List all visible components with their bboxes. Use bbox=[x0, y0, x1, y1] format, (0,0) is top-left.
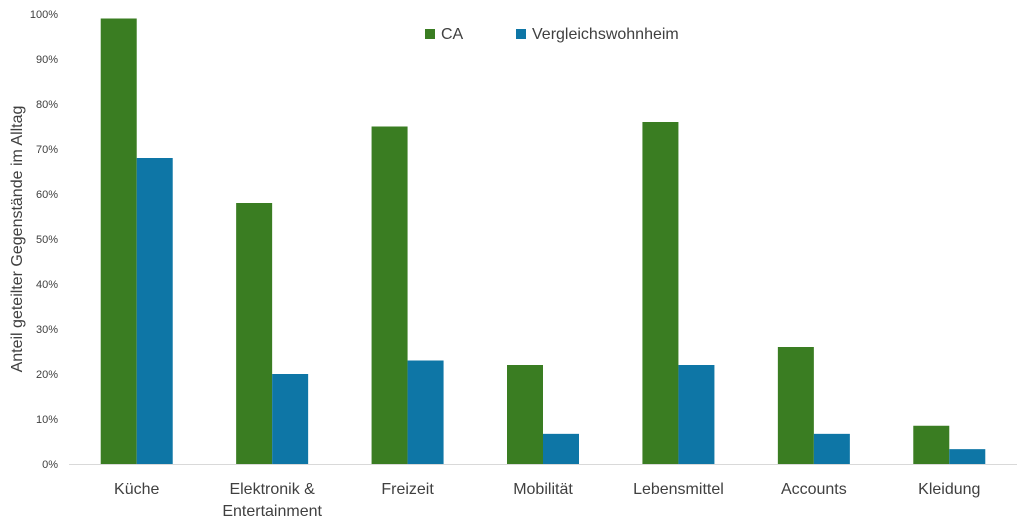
bar-ca-5 bbox=[777, 347, 814, 464]
y-ticks: 0% 10% 20% 30% 40% 50% 60% 70% 80% 90% 100% bbox=[30, 9, 58, 471]
y-tick-label: 80% bbox=[36, 99, 58, 111]
bar-vergleichswohnheim-1 bbox=[272, 374, 309, 464]
x-labels: Küche Elektronik & Entertainment Freizeit Mo… bbox=[114, 481, 980, 520]
bar-ca-6 bbox=[913, 425, 950, 464]
y-tick-label: 100% bbox=[30, 9, 58, 21]
x-category-label-line: Lebensmittel bbox=[633, 481, 724, 498]
x-category-label: Accounts bbox=[781, 481, 847, 498]
y-axis-title: Anteil geteilter Gegenstände im Alltag bbox=[9, 106, 26, 373]
x-category-label-line: Mobilität bbox=[513, 481, 573, 498]
x-category-label-line: Küche bbox=[114, 481, 159, 498]
x-category-label: Mobilität bbox=[513, 481, 573, 498]
bar-ca-4 bbox=[642, 122, 679, 464]
bar-vergleichswohnheim-5 bbox=[813, 433, 850, 464]
x-category-label-line: Kleidung bbox=[918, 481, 980, 498]
y-tick-label: 40% bbox=[36, 279, 58, 291]
bar-ca-1 bbox=[236, 203, 273, 464]
x-category-label: Freizeit bbox=[381, 481, 434, 498]
y-tick-label: 20% bbox=[36, 369, 58, 381]
y-tick-label: 50% bbox=[36, 234, 58, 246]
y-tick-label: 90% bbox=[36, 54, 58, 66]
bar-vergleichswohnheim-4 bbox=[678, 365, 715, 464]
x-category-label-line: Entertainment bbox=[222, 503, 322, 520]
x-category-label-line: Accounts bbox=[781, 481, 847, 498]
x-category-label-line: Freizeit bbox=[381, 481, 434, 498]
legend: CA Vergleichswohnheim bbox=[425, 26, 679, 43]
legend-label: CA bbox=[441, 26, 464, 43]
legend-swatch bbox=[516, 29, 526, 39]
bars bbox=[100, 18, 986, 464]
x-category-label-line: Elektronik & bbox=[229, 481, 315, 498]
bar-vergleichswohnheim-0 bbox=[136, 158, 173, 464]
x-category-label: Kleidung bbox=[918, 481, 980, 498]
y-tick-label: 0% bbox=[42, 459, 58, 471]
bar-vergleichswohnheim-2 bbox=[407, 360, 444, 464]
y-tick-label: 30% bbox=[36, 324, 58, 336]
legend-label: Vergleichswohnheim bbox=[532, 26, 679, 43]
bar-ca-0 bbox=[100, 18, 137, 464]
y-tick-label: 60% bbox=[36, 189, 58, 201]
bar-vergleichswohnheim-3 bbox=[543, 433, 579, 464]
y-tick-label: 10% bbox=[36, 414, 58, 426]
x-category-label: Elektronik & Entertainment bbox=[222, 481, 322, 520]
y-tick-label: 70% bbox=[36, 144, 58, 156]
bar-vergleichswohnheim-6 bbox=[949, 449, 986, 464]
x-category-label: Küche bbox=[114, 481, 159, 498]
x-category-label: Lebensmittel bbox=[633, 481, 724, 498]
bar-ca-2 bbox=[371, 126, 408, 464]
legend-swatch bbox=[425, 29, 435, 39]
y-axis-title-group: Anteil geteilter Gegenstände im Alltag bbox=[9, 106, 26, 373]
bar-ca-3 bbox=[507, 365, 543, 464]
